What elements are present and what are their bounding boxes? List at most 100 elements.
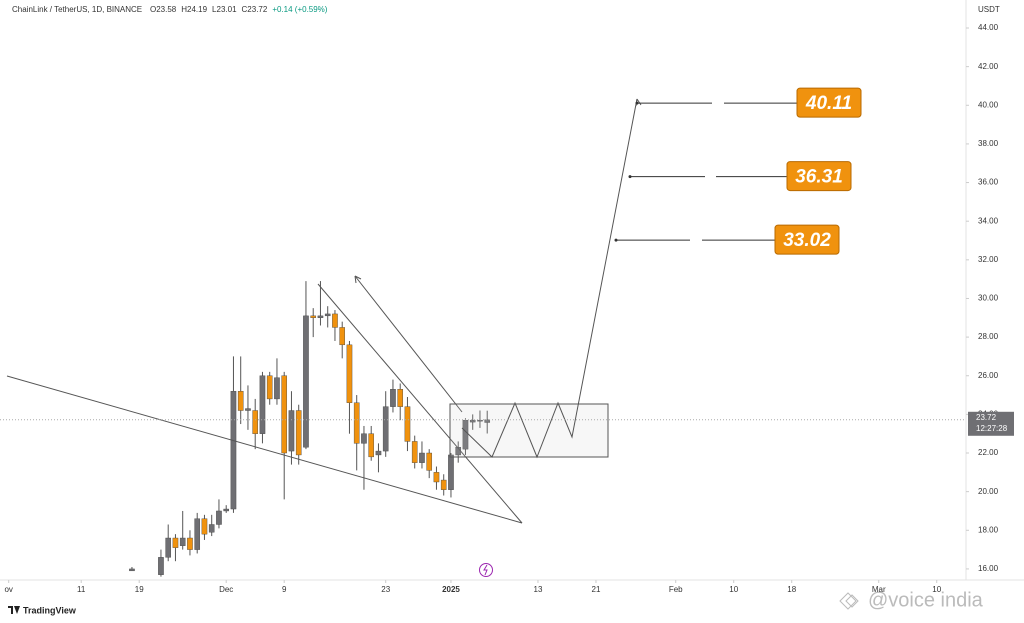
last-price-label: 23.72 [976, 413, 997, 422]
y-tick-label: 38.00 [978, 139, 999, 148]
y-tick-label: 28.00 [978, 332, 999, 341]
y-tick-label: 32.00 [978, 255, 999, 264]
x-tick-label: Dec [219, 585, 233, 594]
candle-body [375, 450, 382, 456]
axis-unit: USDT [978, 5, 1000, 14]
candle-body [317, 315, 324, 318]
x-tick-label: Mar [872, 585, 886, 594]
watermark: @voice india [868, 589, 984, 611]
y-tick-label: 26.00 [978, 371, 999, 380]
candle-body [419, 452, 425, 463]
y-tick-label: 34.00 [978, 216, 999, 225]
candle-body [201, 518, 208, 535]
target-label: 33.02 [783, 230, 831, 251]
candle-body [332, 313, 338, 328]
candle-body [158, 557, 164, 575]
candle-body [129, 568, 135, 572]
candle-body [288, 410, 295, 452]
plot-area [129, 281, 491, 577]
candle-body [440, 479, 447, 490]
candle-body [469, 419, 476, 423]
candle-body [433, 472, 440, 483]
y-tick-label: 30.00 [978, 294, 999, 303]
candle-body [165, 537, 172, 558]
target-label: 36.31 [795, 167, 843, 188]
candle-body [303, 315, 309, 448]
candle-body [208, 524, 215, 533]
candle-body [426, 452, 433, 471]
header-value: H24.19 [181, 5, 207, 14]
candle-body [237, 390, 244, 411]
header-value: +0.14 (+0.59%) [272, 5, 327, 14]
x-tick-label: 19 [135, 585, 144, 594]
trend-line [317, 283, 523, 524]
candle-body [259, 375, 266, 434]
x-tick-label: 2025 [442, 585, 460, 594]
x-tick-label: 10 [932, 585, 941, 594]
last-price-tag [968, 411, 1014, 436]
candle-body [404, 406, 411, 442]
drawings [6, 98, 642, 524]
candle-body [324, 313, 331, 317]
lightning-icon [479, 563, 493, 577]
header-value: O23.58 [150, 5, 177, 14]
x-tick-label: 23 [381, 585, 390, 594]
header-values: O23.58 H24.19 L23.01 C23.72 +0.14 (+0.59%) [150, 5, 328, 14]
brand: TradingView [23, 605, 77, 615]
candle-body [266, 375, 273, 400]
x-tick-label: 10 [729, 585, 738, 594]
header-value: C23.72 [242, 5, 268, 14]
candle-body [411, 441, 418, 463]
target-box [796, 87, 862, 118]
chart-title: ChainLink / TetherUS, 1D, BINANCE [12, 5, 142, 14]
header-value: L23.01 [212, 5, 237, 14]
target-label: 40.11 [805, 93, 852, 114]
candle-body [179, 537, 186, 546]
y-tick-label: 16.00 [978, 564, 999, 573]
candle-body [353, 402, 360, 444]
candle-body [172, 537, 179, 548]
y-tick-label: 22.00 [978, 448, 999, 457]
candle-body [382, 406, 389, 452]
candle-body [339, 327, 346, 346]
trend-line [6, 375, 523, 524]
candle-body [346, 344, 353, 403]
watermark-logo [839, 592, 859, 610]
countdown: 12:27:28 [976, 424, 1008, 433]
x-tick-label: 11 [77, 585, 86, 594]
y-tick-label: 20.00 [978, 487, 999, 496]
candle-body [295, 410, 302, 456]
x-tick-label: ov [4, 585, 12, 594]
range-box [449, 403, 609, 458]
candle-body [252, 410, 259, 434]
candle-body [230, 390, 237, 510]
candle-body [397, 389, 404, 407]
candle-body [245, 408, 251, 411]
arrow-head [354, 275, 362, 284]
candle-body [194, 518, 201, 550]
projection-path [461, 98, 638, 459]
target-box [774, 224, 840, 255]
x-tick-label: Feb [669, 585, 683, 594]
brand-logo: TradingView [8, 605, 77, 615]
y-tick-label: 40.00 [978, 100, 999, 109]
candle-body [223, 508, 230, 512]
target-box [786, 161, 852, 192]
x-tick-label: 21 [592, 585, 601, 594]
x-tick-label: 13 [534, 585, 543, 594]
candle-body [477, 419, 483, 422]
candle-body [361, 433, 367, 444]
candle-body [281, 375, 288, 454]
y-tick-label: 36.00 [978, 178, 999, 187]
candle-body [216, 510, 222, 525]
candle-body [484, 419, 491, 423]
candle-body [187, 537, 193, 550]
candle-body [448, 454, 454, 490]
y-tick-label: 18.00 [978, 525, 999, 534]
candle-body [390, 389, 396, 407]
x-tick-label: 9 [282, 585, 287, 594]
x-tick-label: 18 [787, 585, 796, 594]
y-tick-label: 44.00 [978, 23, 999, 32]
